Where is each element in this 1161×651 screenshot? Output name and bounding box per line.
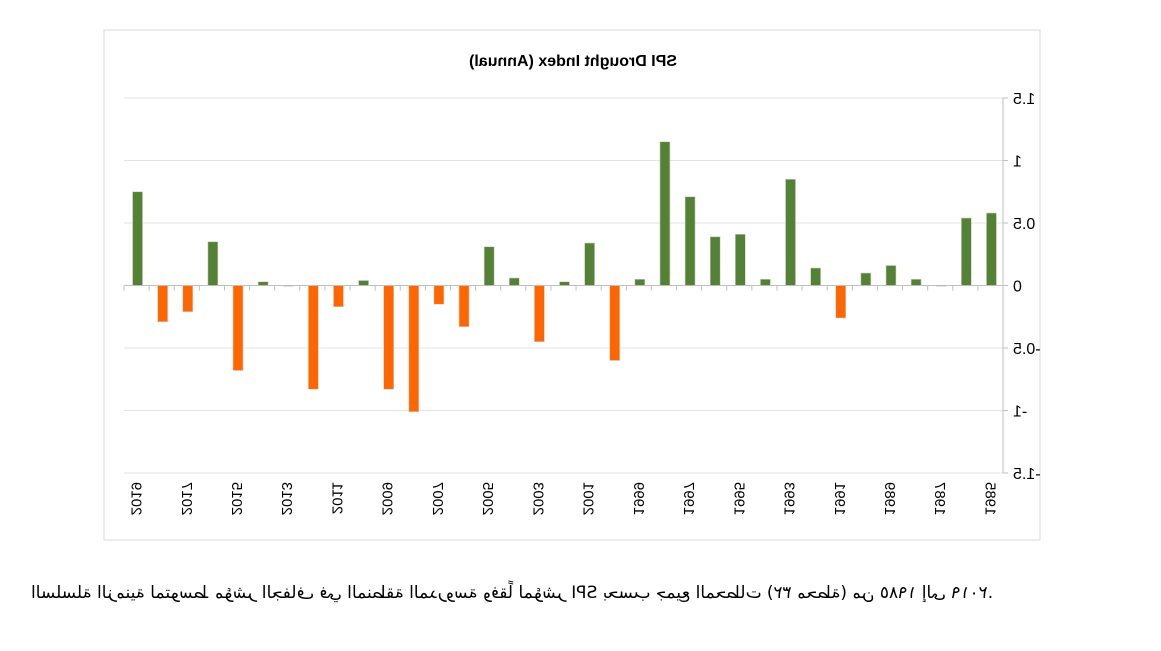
bar-1997 [684,196,696,286]
bar-2002 [559,281,570,286]
bar-1991 [835,285,847,319]
bar-1985 [986,212,997,286]
bar-1987 [935,285,947,287]
bar-1986 [961,217,972,286]
bar-1993 [785,178,796,286]
bar-2017 [182,285,194,313]
bar-2014 [257,281,269,286]
x-tick-label: 2001 [580,482,597,515]
bar-2001 [584,242,595,286]
bar-2018 [157,285,168,323]
x-tick-label: 1985 [981,482,998,515]
x-tick-label: 2019 [128,482,145,515]
x-tick-label: 1991 [831,482,848,515]
bar-2009 [383,285,395,390]
x-tick-label: 1987 [931,482,948,515]
bar-1992 [810,267,821,286]
x-tick-label: 2009 [379,482,396,515]
bar-1999 [634,278,646,286]
bar-1995 [734,233,746,286]
chart-title: SPI Drought Index (Annual) [469,53,677,70]
x-tick-label: 1993 [781,482,798,515]
bar-2000 [609,285,621,361]
x-tick-label: 1995 [730,482,747,515]
bar-2005 [483,246,495,286]
x-tick-label: 1989 [881,482,898,515]
bar-2012 [308,285,319,390]
x-tick-label: 2005 [479,482,496,515]
bar-2007 [433,285,445,305]
bar-2003 [534,285,545,343]
bar-2019 [132,191,143,286]
bar-2008 [408,285,420,413]
bar-1998 [659,141,671,286]
bar-2006 [458,285,470,328]
bar-1988 [910,278,922,286]
bar-2016 [207,241,219,286]
y-tick-label: 0 [1013,279,1022,296]
bar-1990 [860,272,872,286]
y-tick-label: 1 [1013,154,1022,171]
x-tick-label: 2007 [429,482,446,515]
bar-1996 [709,236,721,286]
bar-2010 [358,280,369,286]
bar-2013 [282,285,294,287]
bar-2015 [232,285,244,371]
y-tick-label: 0.5 [1013,216,1035,233]
y-tick-label: -1 [1013,404,1027,421]
x-tick-label: 2011 [328,482,345,514]
x-tick-label: 2013 [278,482,295,515]
x-tick-label: 1999 [630,482,647,515]
x-tick-label: 1997 [680,482,697,515]
x-tick-label: 2003 [529,482,546,515]
figure-caption: السلسلة الزمنية لمتوسط مؤشر الجفاف في ال… [31,583,994,603]
y-tick-label: -0.5 [1013,341,1041,358]
bar-1994 [760,278,771,286]
y-tick-label: -1.5 [1013,466,1041,483]
bar-1989 [885,265,897,286]
bar-2004 [508,277,520,286]
y-tick-label: 1.5 [1013,91,1035,108]
x-tick-label: 2015 [228,482,245,515]
bar-2011 [333,285,344,308]
x-tick-label: 2017 [178,482,195,515]
